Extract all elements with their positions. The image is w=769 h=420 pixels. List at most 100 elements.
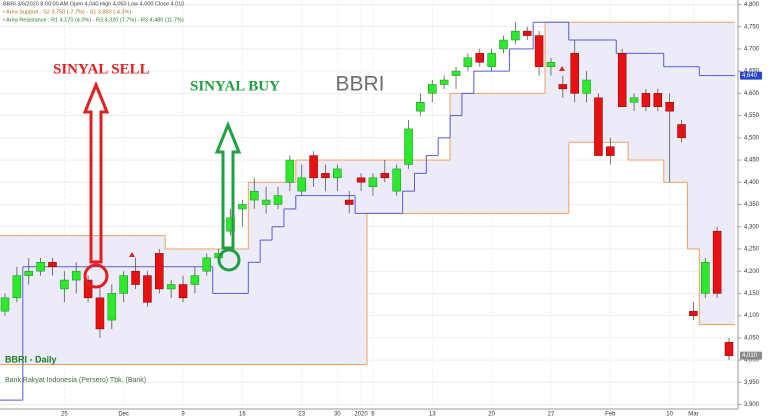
candle-body: [190, 275, 200, 285]
candle-body: [238, 204, 247, 210]
candle-body: [143, 275, 152, 303]
candle-body: [131, 270, 140, 285]
y-tick-label: 4,550: [744, 113, 760, 119]
x-tick-label: 10: [666, 412, 673, 418]
candle-body: [463, 57, 473, 67]
candle-body: [665, 102, 674, 112]
candle-body: [95, 297, 105, 330]
candle-body: [606, 146, 615, 156]
x-tick-label: 2020: [354, 412, 368, 418]
candle-body: [629, 97, 639, 103]
candle-body: [546, 61, 556, 67]
y-tick-label: 4,300: [744, 224, 760, 230]
y-tick-label: 4,450: [744, 158, 760, 164]
candle-body: [582, 79, 591, 94]
y-tick-label: 4,150: [744, 291, 760, 297]
x-tick-label: 9: [181, 412, 185, 418]
candle-body: [511, 30, 520, 41]
candle-body: [344, 199, 354, 205]
price-tag-label: 4,640: [742, 73, 758, 79]
y-tick-label: 4,750: [744, 24, 760, 30]
axis-layer: 3,900 3,950 4,000 4,050 4,100 4,150 4,200 4,250…: [61, 2, 762, 418]
candle-body: [83, 279, 93, 299]
candle-body: [487, 53, 496, 67]
candle-body: [261, 199, 271, 205]
header-info: BBRI 3/6/2020 8:00:00 AM Open 4,040 High…: [3, 1, 184, 7]
x-tick-label: 30: [334, 412, 341, 418]
candle-body: [60, 279, 69, 290]
x-tick-label: 20: [488, 412, 495, 418]
candles-layer: [0, 22, 734, 361]
company-label: Bank Rakyat Indonesia (Persero) Tbk. (Ba…: [5, 377, 146, 384]
candle-body: [309, 155, 318, 179]
x-tick-label: 6: [371, 412, 375, 418]
x-tick-label: 27: [548, 412, 555, 418]
header-resistance: • Area Resistance : R1 4,170 (4.0%) - R2…: [3, 17, 184, 23]
candle-body: [617, 53, 627, 107]
band-layer: [0, 22, 735, 365]
price-tag: [740, 71, 762, 80]
candle-body: [641, 93, 651, 107]
candle-body: [712, 230, 722, 294]
candle-body: [249, 190, 259, 201]
signal-marker: [129, 252, 135, 257]
candle-body: [155, 253, 164, 290]
candle-body: [724, 342, 734, 356]
y-tick-label: 3,900: [744, 402, 760, 408]
candle-body: [12, 275, 22, 299]
x-tick-label: 25: [61, 412, 68, 418]
y-tick-label: 4,050: [744, 335, 760, 341]
x-tick-label: Mar: [688, 412, 698, 418]
candle-body: [522, 30, 532, 36]
signal-marker: [559, 66, 565, 71]
sell-arrow: [82, 81, 110, 264]
x-tick-label: Dec: [118, 412, 129, 418]
symbol-watermark: BBRI: [335, 73, 384, 96]
candle-body: [499, 39, 508, 50]
candle-body: [226, 217, 235, 232]
candle-body: [558, 84, 568, 90]
candle-body: [333, 168, 342, 179]
candle-body: [24, 270, 33, 276]
candle-body: [439, 79, 449, 85]
candle-body: [416, 102, 425, 112]
y-tick-label: 4,000: [744, 358, 760, 364]
price-tag-label: 4,010: [742, 353, 758, 359]
candle-body: [321, 173, 330, 179]
y-tick-label: 4,250: [744, 247, 760, 253]
header-support: • Area Support : S2 3,750 (-7.7%) - S1 3…: [3, 9, 131, 15]
candle-body: [380, 173, 390, 179]
y-tick-label: 4,200: [744, 269, 760, 275]
candle-body: [594, 97, 603, 156]
candle-body: [451, 70, 461, 76]
candle-body: [119, 275, 128, 294]
candle-body: [107, 293, 117, 321]
x-tick-label: 23: [298, 412, 305, 418]
candle-body: [677, 124, 686, 139]
candle-body: [273, 195, 283, 205]
candle-body: [392, 168, 401, 192]
candle-body: [178, 284, 188, 299]
candle-body: [356, 177, 366, 183]
candle-body: [534, 35, 544, 67]
candle-body: [0, 297, 10, 312]
candle-body: [48, 262, 57, 267]
price-tag: [740, 351, 762, 360]
sell-signal-label: SINYAL SELL: [53, 61, 150, 77]
period-label: BBRI - Daily: [5, 354, 57, 364]
candle-body: [570, 53, 579, 94]
candle-body: [701, 262, 710, 294]
candle-body: [475, 53, 485, 63]
candle-body: [428, 84, 437, 94]
y-tick-label: 4,100: [744, 313, 760, 319]
candle-body: [285, 159, 295, 183]
y-tick-label: 4,700: [744, 46, 760, 52]
buy-circle: [217, 248, 241, 272]
candle-body: [71, 270, 81, 281]
buy-signal-label: SINYAL BUY: [190, 78, 280, 94]
y-tick-label: 4,500: [744, 135, 760, 141]
candle-body: [653, 93, 663, 107]
candle-body: [297, 177, 306, 192]
x-tick-label: 16: [239, 412, 246, 418]
